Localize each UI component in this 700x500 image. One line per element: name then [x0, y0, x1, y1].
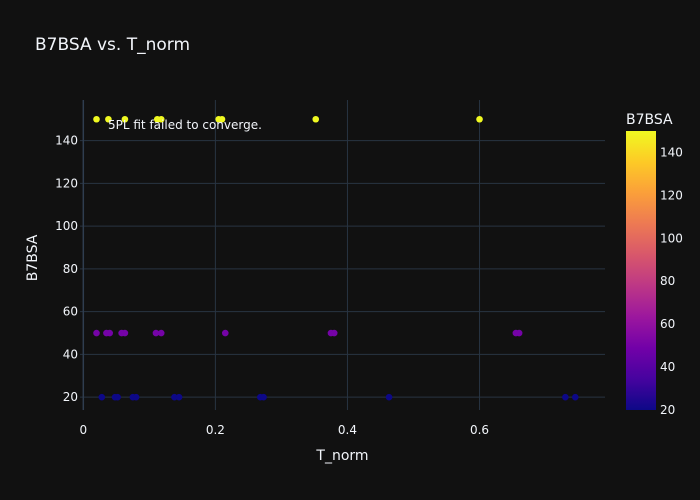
y-tick-label: 40: [63, 347, 78, 361]
x-tick-label: 0.2: [206, 423, 225, 437]
data-point: [571, 393, 579, 401]
y-tick-label: 20: [63, 390, 78, 404]
y-tick-label: 80: [63, 262, 78, 276]
colorbar-title: B7BSA: [626, 112, 673, 128]
x-axis-ticks: 0 0.2 0.4 0.6: [79, 423, 489, 437]
data-point: [93, 115, 100, 123]
data-point: [476, 115, 483, 123]
colorbar-ticks: 20 40 60 80 100 120 140: [660, 145, 683, 417]
data-point: [385, 393, 393, 401]
y-tick-label: 140: [55, 134, 78, 148]
fit-annotation: 5PL fit failed to converge.: [108, 118, 262, 132]
colorbar-tick-label: 100: [660, 231, 683, 245]
data-point: [218, 115, 226, 123]
y-tick-label: 100: [55, 219, 78, 233]
data-point: [562, 393, 569, 401]
chart-title: B7BSA vs. T_norm: [35, 35, 190, 55]
y-tick-label: 60: [63, 305, 78, 319]
data-points: [93, 115, 579, 401]
y-axis-ticks: 20 40 60 80 100 120 140: [55, 134, 78, 405]
data-point: [98, 393, 106, 401]
data-point: [114, 393, 121, 401]
data-point: [175, 393, 183, 401]
y-tick-label: 120: [55, 176, 78, 190]
data-point: [105, 115, 112, 123]
data-point: [157, 329, 165, 337]
data-point: [171, 393, 178, 401]
data-point: [330, 329, 338, 337]
colorbar-tick-label: 140: [660, 145, 683, 159]
x-tick-label: 0.6: [470, 423, 489, 437]
colorbar-tick-label: 80: [660, 274, 675, 288]
x-axis-title: T_norm: [315, 448, 368, 464]
data-point: [260, 393, 267, 401]
data-point: [221, 329, 229, 337]
gridlines: [80, 100, 605, 410]
data-point: [152, 329, 160, 337]
y-axis-title: B7BSA: [25, 234, 41, 281]
x-tick-label: 0: [79, 423, 87, 437]
colorbar-tick-label: 40: [660, 360, 675, 374]
data-point: [106, 329, 114, 337]
data-point: [312, 115, 320, 123]
data-point: [121, 115, 129, 123]
data-point: [121, 329, 129, 337]
data-point: [132, 393, 140, 401]
data-point: [93, 329, 100, 337]
colorbar-tick-label: 60: [660, 317, 675, 331]
x-tick-label: 0.4: [338, 423, 357, 437]
colorbar-tick-label: 120: [660, 188, 683, 202]
colorbar: [626, 131, 656, 410]
colorbar-tick-label: 20: [660, 403, 675, 417]
data-point: [157, 115, 165, 123]
data-point: [515, 329, 523, 337]
